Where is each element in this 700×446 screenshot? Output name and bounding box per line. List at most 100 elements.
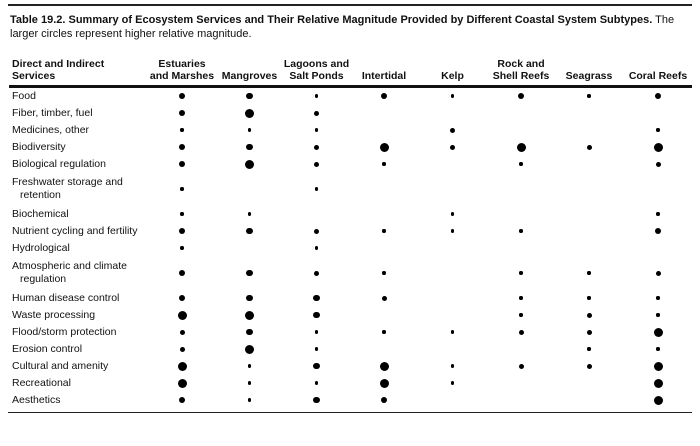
magnitude-cell — [555, 347, 623, 351]
magnitude-dot-small — [519, 296, 523, 300]
magnitude-cell — [216, 328, 283, 336]
label-line: Biochemical — [12, 207, 69, 220]
magnitude-dot-medium — [450, 144, 455, 150]
magnitude-cell — [623, 296, 693, 300]
magnitude-cell — [623, 92, 693, 100]
magnitude-dot-very-large — [653, 378, 663, 388]
column-header-intertidal: Intertidal — [350, 58, 418, 82]
magnitude-cell — [283, 381, 350, 385]
service-label: Erosion control — [10, 343, 148, 356]
magnitude-cell — [216, 227, 283, 235]
magnitude-cell — [148, 361, 216, 371]
magnitude-cell — [623, 361, 693, 371]
service-label: Fiber, timber, fuel — [10, 107, 148, 120]
table-row: Aesthetics — [10, 392, 700, 409]
magnitude-cell — [283, 228, 350, 234]
magnitude-dot-medium — [314, 144, 319, 150]
label-line: Medicines, other — [12, 123, 90, 136]
table-row: Human disease control — [10, 290, 700, 307]
magnitude-dot-very-large — [177, 310, 187, 320]
label-line: Freshwater storage and — [12, 176, 123, 188]
magnitude-cell — [487, 162, 555, 166]
magnitude-dot-large — [246, 143, 253, 151]
magnitude-cell — [623, 347, 693, 351]
magnitude-dot-small — [656, 313, 660, 317]
service-label: Biochemical — [10, 208, 148, 221]
label-line: Kelp — [441, 70, 464, 82]
magnitude-dot-large — [178, 109, 186, 117]
service-label: Human disease control — [10, 292, 148, 305]
magnitude-cell — [283, 187, 350, 191]
magnitude-dot-large — [178, 294, 186, 302]
magnitude-dot-large — [313, 362, 320, 370]
magnitude-cell — [418, 229, 487, 233]
magnitude-cell — [283, 294, 350, 302]
column-header-seagrass: Seagrass — [555, 58, 623, 82]
magnitude-cell — [148, 128, 216, 132]
magnitude-dot-small — [314, 330, 319, 334]
magnitude-cell — [283, 347, 350, 351]
magnitude-dot-medium — [314, 270, 319, 276]
service-label: Hydrological — [10, 242, 148, 255]
magnitude-cell — [350, 361, 418, 371]
magnitude-dot-very-large — [516, 142, 526, 152]
magnitude-dot-medium — [450, 127, 455, 133]
magnitude-cell — [148, 143, 216, 151]
magnitude-dot-small — [382, 229, 386, 233]
magnitude-dot-medium — [381, 295, 387, 301]
magnitude-dot-large — [654, 92, 662, 100]
magnitude-cell — [283, 362, 350, 370]
magnitude-dot-small — [180, 212, 184, 216]
label-line: Estuaries — [158, 58, 206, 70]
service-label: Medicines, other — [10, 124, 148, 137]
service-label: Freshwater storage and retention — [10, 176, 148, 202]
service-label: Biological regulation — [10, 158, 148, 171]
label-line: Atmospheric and climate — [12, 260, 127, 272]
magnitude-cell — [216, 381, 283, 385]
label-line: Flood/storm protection — [12, 325, 117, 338]
table-row: Waste processing — [10, 307, 700, 324]
magnitude-dot-small — [314, 94, 319, 98]
magnitude-dot-very-large — [245, 310, 254, 320]
label-line: Direct and Indirect — [12, 58, 105, 70]
magnitude-cell — [350, 396, 418, 404]
magnitude-cell — [148, 187, 216, 191]
magnitude-dot-small — [519, 271, 523, 275]
magnitude-dot-very-large — [177, 378, 187, 388]
service-label: Biodiversity — [10, 141, 148, 154]
label-line: Mangroves — [221, 70, 278, 82]
magnitude-cell — [283, 270, 350, 276]
magnitude-dot-small — [519, 162, 523, 166]
label-line: Erosion control — [12, 342, 83, 355]
magnitude-cell — [148, 269, 216, 277]
table-row: Nutrient cycling and fertility — [10, 223, 700, 240]
magnitude-dot-small — [656, 128, 660, 132]
caption-note: The larger circles represent higher rela… — [10, 14, 675, 40]
magnitude-dot-small — [587, 271, 591, 275]
magnitude-cell — [216, 364, 283, 368]
magnitude-dot-large — [313, 311, 320, 319]
magnitude-cell — [283, 246, 350, 250]
magnitude-dot-small — [314, 246, 319, 250]
magnitude-cell — [148, 109, 216, 117]
magnitude-dot-medium — [518, 329, 524, 335]
label-line: Recreational — [12, 376, 71, 389]
top-rule — [8, 4, 692, 6]
label-line: Services — [12, 70, 56, 82]
magnitude-dot-very-large — [653, 327, 663, 337]
magnitude-dot-medium — [586, 363, 592, 369]
magnitude-dot-medium — [586, 329, 592, 335]
magnitude-cell — [148, 310, 216, 320]
magnitude-dot-large — [313, 294, 320, 302]
magnitude-dot-small — [587, 94, 591, 98]
bottom-rule — [8, 411, 692, 413]
magnitude-cell — [350, 271, 418, 275]
service-label: Recreational — [10, 377, 148, 390]
magnitude-cell — [216, 92, 283, 100]
magnitude-dot-large — [380, 92, 388, 100]
table-row: Freshwater storage and retention — [10, 173, 700, 206]
magnitude-cell — [555, 271, 623, 275]
magnitude-dot-small — [247, 398, 252, 402]
magnitude-cell — [216, 143, 283, 151]
magnitude-cell — [283, 330, 350, 334]
